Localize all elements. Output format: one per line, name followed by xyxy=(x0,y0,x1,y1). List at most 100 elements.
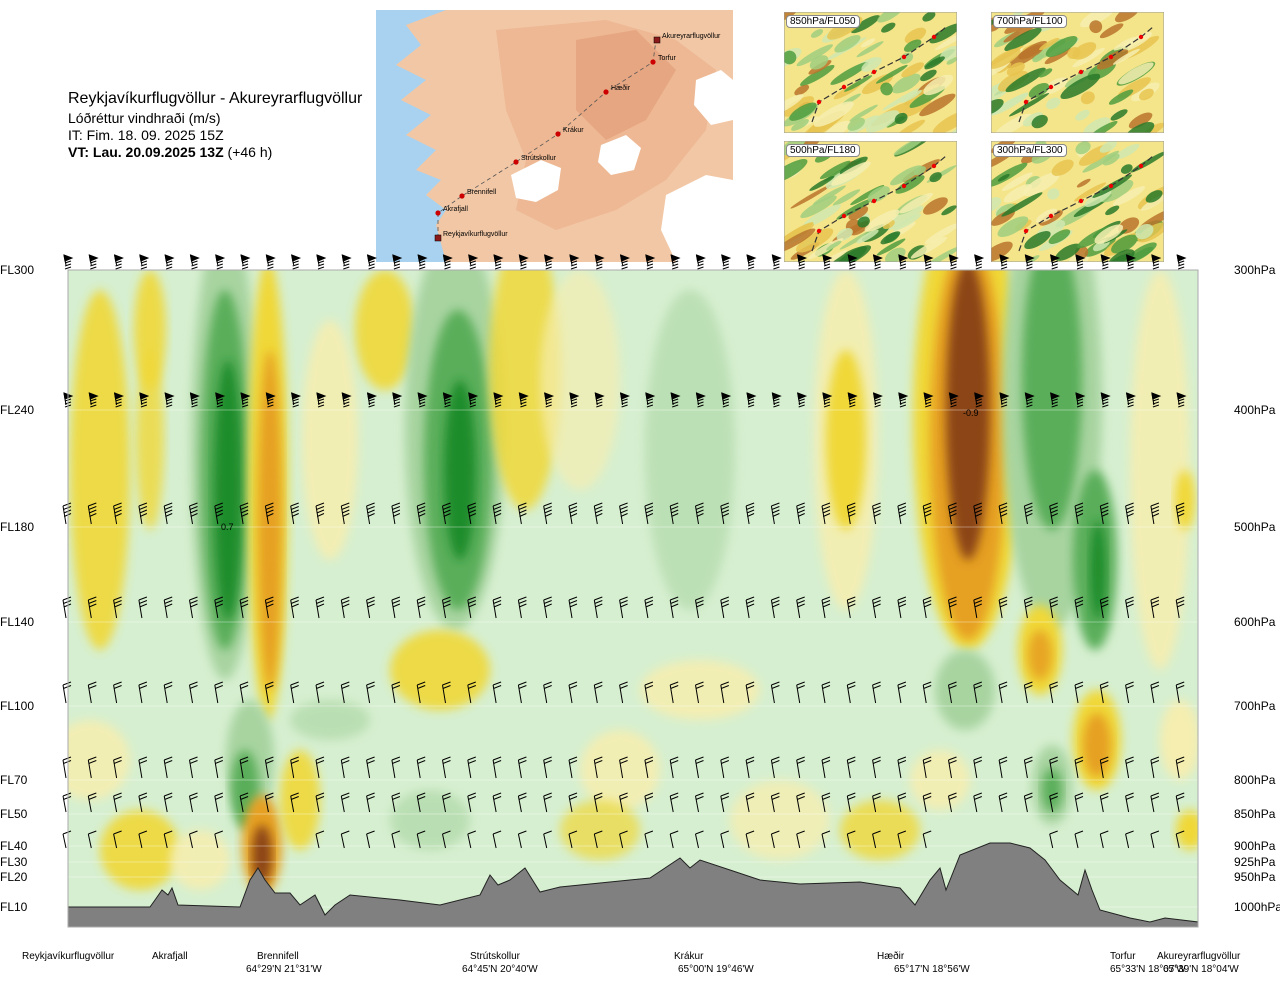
inset-field-blob xyxy=(809,55,829,70)
wind-barb xyxy=(139,392,150,408)
wind-barb xyxy=(846,502,856,525)
wind-barb xyxy=(619,756,628,779)
inset-field-blob xyxy=(849,104,878,122)
velocity-contour xyxy=(444,380,476,560)
wind-barb xyxy=(315,681,325,704)
inset-field-blob xyxy=(1022,112,1044,127)
wind-barb xyxy=(189,392,200,408)
inset-field-blob xyxy=(929,172,942,183)
wind-barb xyxy=(695,792,704,813)
station-name: Torfur xyxy=(1110,951,1136,962)
wind-barb xyxy=(239,792,249,813)
inset-field-blob xyxy=(1094,224,1124,244)
wind-barb xyxy=(619,830,628,849)
wind-barb xyxy=(897,792,907,813)
hpa-label: 800hPa xyxy=(1234,773,1276,787)
wind-barb xyxy=(517,792,527,813)
map-waypoint-label: Hæðir xyxy=(611,84,631,92)
wind-barb xyxy=(113,830,122,849)
inset-field-blob xyxy=(819,160,851,180)
wind-barb xyxy=(214,596,223,619)
wind-barb xyxy=(847,254,858,270)
wind-barb xyxy=(644,830,654,849)
inset-field-blob xyxy=(1120,31,1153,52)
chart-subtitle: Lóðréttur vindhraði (m/s) xyxy=(68,110,221,126)
wind-barb xyxy=(922,792,932,813)
station-name: Reykjavíkurflugvöllur xyxy=(22,951,115,962)
wind-barb xyxy=(745,681,755,704)
wind-barb xyxy=(1074,502,1084,525)
route-map: Akureyrarflugvöllur Torfur Hæðir Krákur Strú… xyxy=(376,10,733,262)
inset-field-blob xyxy=(1001,172,1033,192)
wind-barb xyxy=(543,502,552,525)
inset-field-blob xyxy=(864,209,900,232)
wind-barb xyxy=(745,502,755,525)
wind-barb xyxy=(239,596,249,619)
wind-barb xyxy=(1150,830,1160,849)
wind-barb xyxy=(669,830,679,849)
wind-barb xyxy=(1049,681,1058,704)
inset-field-blob xyxy=(1080,12,1118,28)
velocity-contour xyxy=(390,790,470,850)
inset-field-blob xyxy=(1064,68,1097,88)
map-waypoint-label: Brennifell xyxy=(467,189,497,196)
inset-field-blob xyxy=(1112,186,1146,206)
inset-field-blob xyxy=(824,120,851,133)
wind-barb xyxy=(392,392,403,408)
wind-barb xyxy=(391,681,401,704)
wind-barb xyxy=(872,392,883,408)
inset-field-blob xyxy=(1035,208,1058,223)
inset-field-blob xyxy=(895,175,925,194)
wind-barb xyxy=(922,830,932,849)
wind-barb xyxy=(695,596,704,619)
wind-barb xyxy=(62,792,72,813)
wind-barb xyxy=(1024,254,1035,270)
wind-barb xyxy=(846,756,856,779)
wind-barb xyxy=(442,392,453,408)
wind-barb xyxy=(214,681,223,704)
wind-barb xyxy=(113,596,122,619)
wind-barb xyxy=(163,830,173,849)
inset-waypoint xyxy=(1108,183,1114,189)
wind-barb xyxy=(215,254,226,270)
wind-barb xyxy=(492,502,502,525)
inset-waypoint xyxy=(841,84,847,90)
inset-label-850: 850hPa/FL050 xyxy=(786,15,860,28)
inset-field-blob xyxy=(991,92,1029,116)
wind-barb xyxy=(215,392,226,408)
wind-barb xyxy=(340,756,350,779)
wind-barb xyxy=(265,392,276,408)
inset-field-blob xyxy=(903,39,922,52)
inset-field-blob xyxy=(1127,242,1157,262)
velocity-contour xyxy=(1160,700,1198,780)
inset-field-blob xyxy=(1024,231,1051,250)
wind-barb xyxy=(670,392,681,408)
wind-barb xyxy=(467,502,477,525)
velocity-contour xyxy=(280,750,320,850)
inset-field-blob xyxy=(784,221,814,244)
inset-field-blob xyxy=(994,113,1032,133)
inset-field-blob xyxy=(1135,223,1154,240)
map-glacier-vatnajokull xyxy=(661,175,733,262)
inset-field-blob xyxy=(934,30,957,51)
wind-barb xyxy=(62,681,72,704)
inset-field-blob xyxy=(1108,89,1134,105)
wind-barb xyxy=(1074,756,1084,779)
wind-barb xyxy=(923,392,934,408)
wind-barb xyxy=(467,792,476,813)
wind-barb xyxy=(113,681,122,704)
wind-barb xyxy=(1049,830,1058,849)
wind-barb xyxy=(796,830,805,849)
wind-barb xyxy=(341,392,352,408)
velocity-contour xyxy=(946,270,990,560)
wind-barb xyxy=(1099,681,1109,704)
velocity-contour xyxy=(1175,470,1195,530)
wind-barb xyxy=(1125,792,1134,813)
wind-barb xyxy=(721,392,732,408)
map-waypoint-marker xyxy=(435,210,441,216)
wind-barb xyxy=(948,681,957,704)
inset-field-blob xyxy=(789,102,817,121)
wind-barb xyxy=(517,756,527,779)
wind-barb xyxy=(113,392,124,408)
map-waypoint-label: Torfur xyxy=(658,55,677,62)
